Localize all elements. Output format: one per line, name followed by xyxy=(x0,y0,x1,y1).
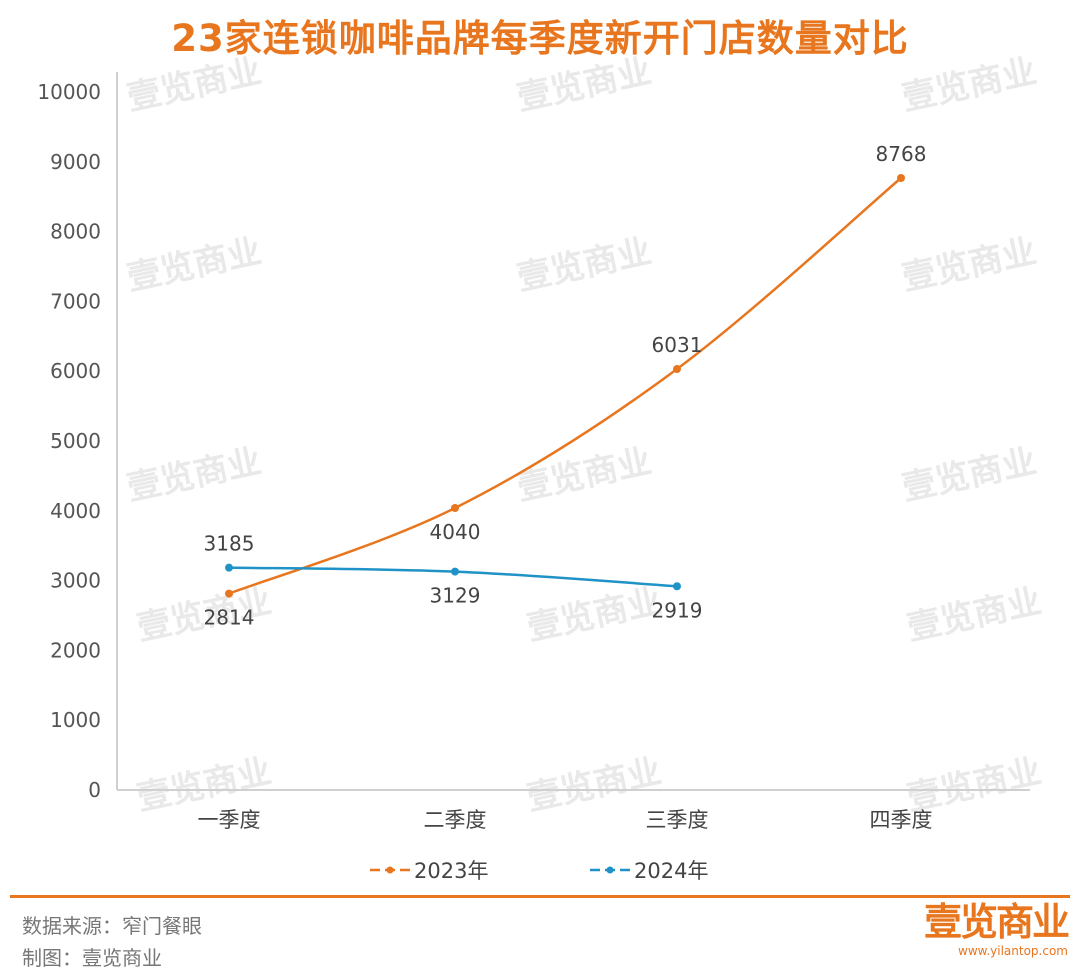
y-tick-label: 7000 xyxy=(50,289,101,313)
y-tick-label: 4000 xyxy=(50,499,101,523)
data-label: 3185 xyxy=(204,532,255,556)
legend-label: 2024年 xyxy=(634,859,708,883)
y-tick-label: 9000 xyxy=(50,150,101,174)
footer-divider xyxy=(10,895,1070,898)
watermark: 壹览商业 xyxy=(899,231,1040,298)
watermark: 壹览商业 xyxy=(524,751,665,818)
watermark: 壹览商业 xyxy=(899,51,1040,118)
data-point xyxy=(673,365,681,374)
data-label: 8768 xyxy=(876,142,927,166)
data-label: 4040 xyxy=(430,520,481,544)
data-label: 2919 xyxy=(652,598,703,622)
data-point xyxy=(451,504,459,513)
watermark: 壹览商业 xyxy=(124,231,265,298)
x-tick-label: 四季度 xyxy=(870,808,933,832)
legend-marker xyxy=(386,866,394,874)
series-line-2023年 xyxy=(228,177,902,595)
data-label: 3129 xyxy=(430,584,481,608)
y-tick-label: 1000 xyxy=(50,708,101,732)
y-tick-label: 10000 xyxy=(37,80,101,104)
watermark: 壹览商业 xyxy=(904,581,1045,648)
watermark: 壹览商业 xyxy=(514,231,655,298)
watermark: 壹览商业 xyxy=(124,51,265,118)
data-source: 数据来源：窄门餐眼 xyxy=(22,914,202,938)
watermark: 壹览商业 xyxy=(514,441,655,508)
brand-logo: 壹览商业 www.yilantop.com xyxy=(923,900,1070,958)
chart-title: 23家连锁咖啡品牌每季度新开门店数量对比 xyxy=(171,17,909,60)
logo-url: www.yilantop.com xyxy=(958,944,1068,958)
watermark: 壹览商业 xyxy=(524,581,665,648)
x-tick-label: 二季度 xyxy=(424,808,487,832)
y-tick-label: 0 xyxy=(88,778,101,802)
x-tick-label: 三季度 xyxy=(646,808,709,832)
y-tick-label: 3000 xyxy=(50,569,101,593)
legend-label: 2023年 xyxy=(414,859,488,883)
data-point xyxy=(673,582,681,591)
y-tick-label: 2000 xyxy=(50,638,101,662)
watermark: 壹览商业 xyxy=(514,51,655,118)
watermark: 壹览商业 xyxy=(899,441,1040,508)
x-tick-label: 一季度 xyxy=(198,808,261,832)
data-label: 2814 xyxy=(204,606,255,630)
logo-text: 壹览商业 xyxy=(923,900,1070,944)
y-tick-label: 6000 xyxy=(50,359,101,383)
watermark: 壹览商业 xyxy=(124,441,265,508)
data-point xyxy=(225,589,233,598)
data-point xyxy=(225,563,233,572)
data-point xyxy=(451,567,459,576)
legend-marker xyxy=(606,866,614,874)
data-point xyxy=(897,173,905,182)
y-tick-label: 5000 xyxy=(50,429,101,453)
chart-credit: 制图：壹览商业 xyxy=(22,946,162,970)
y-tick-label: 8000 xyxy=(50,220,101,244)
data-label: 6031 xyxy=(652,333,703,357)
